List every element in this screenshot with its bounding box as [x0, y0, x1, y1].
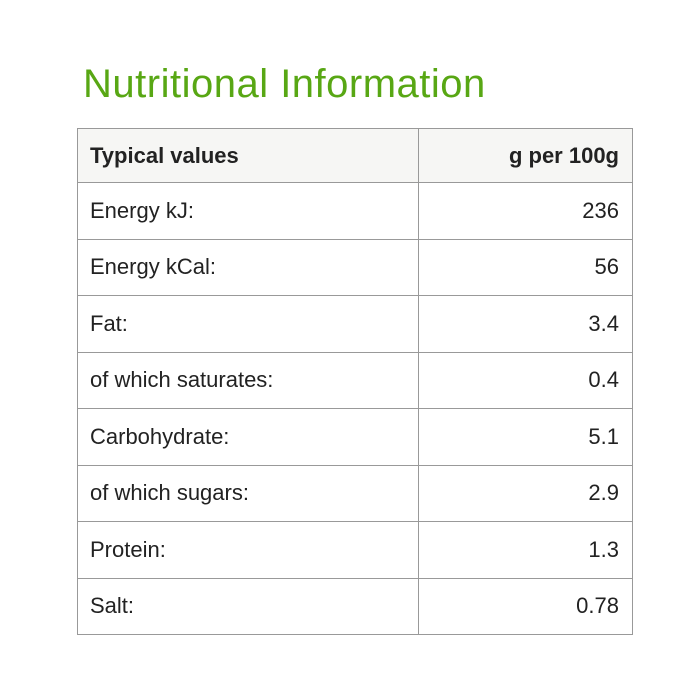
row-value: 236	[418, 182, 633, 240]
row-label: of which sugars:	[77, 464, 419, 522]
row-label: Protein:	[77, 521, 419, 579]
table-row: Salt: 0.78	[77, 577, 633, 635]
table-row: Energy kJ: 236	[77, 182, 633, 240]
row-value: 56	[418, 238, 633, 296]
table-row: Carbohydrate: 5.1	[77, 408, 633, 466]
nutrition-table-body: Energy kJ: 236 Energy kCal: 56 Fat: 3.4 …	[77, 182, 633, 635]
header-g-per-100g: g per 100g	[418, 128, 633, 183]
row-label: Energy kCal:	[77, 238, 419, 296]
nutrition-table-header: Typical values g per 100g	[77, 128, 633, 183]
row-label: Energy kJ:	[77, 182, 419, 240]
header-row: Typical values g per 100g	[77, 128, 633, 183]
header-typical-values: Typical values	[77, 128, 419, 183]
row-value: 1.3	[418, 521, 633, 579]
table-row: Protein: 1.3	[77, 521, 633, 579]
row-label: Carbohydrate:	[77, 408, 419, 466]
row-value: 0.4	[418, 351, 633, 409]
row-label: Fat:	[77, 295, 419, 353]
page-title: Nutritional Information	[83, 62, 486, 106]
row-value: 0.78	[418, 577, 633, 635]
row-label: of which saturates:	[77, 351, 419, 409]
row-value: 2.9	[418, 464, 633, 522]
table-row: Fat: 3.4	[77, 295, 633, 353]
table-row: of which sugars: 2.9	[77, 464, 633, 522]
row-label: Salt:	[77, 577, 419, 635]
row-value: 3.4	[418, 295, 633, 353]
row-value: 5.1	[418, 408, 633, 466]
table-row: of which saturates: 0.4	[77, 351, 633, 409]
nutrition-table: Typical values g per 100g Energy kJ: 236…	[77, 128, 633, 635]
table-row: Energy kCal: 56	[77, 238, 633, 296]
